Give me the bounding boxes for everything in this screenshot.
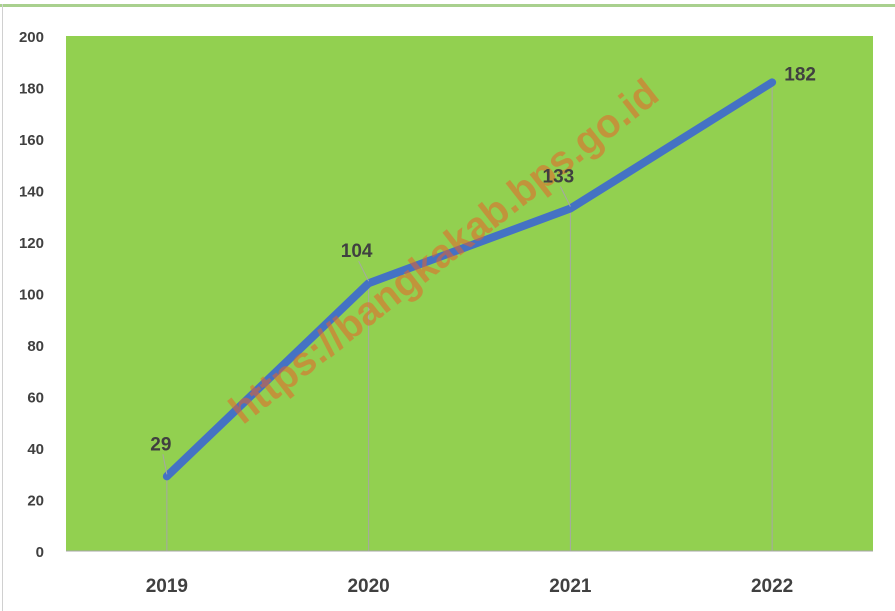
x-tick-label: 2020 <box>347 576 389 597</box>
x-tick-label: 2021 <box>549 576 592 597</box>
y-tick-label: 200 <box>19 29 44 46</box>
data-label-leader <box>162 454 168 475</box>
plot-area <box>66 36 873 551</box>
y-tick-label: 20 <box>27 493 44 510</box>
y-tick-label: 40 <box>27 441 44 458</box>
data-label: 29 <box>150 434 171 455</box>
data-label: 104 <box>341 241 373 262</box>
y-tick-label: 120 <box>19 235 44 252</box>
data-label: 133 <box>543 167 575 188</box>
top-border <box>0 4 895 7</box>
y-tick-label: 100 <box>19 287 44 304</box>
data-label: 182 <box>784 64 816 85</box>
y-tick-label: 60 <box>27 390 44 407</box>
y-tick-label: 140 <box>19 184 44 201</box>
y-tick-label: 180 <box>19 81 44 98</box>
series-line <box>162 78 777 481</box>
x-tick-label: 2022 <box>751 576 793 597</box>
data-label-leader <box>358 260 370 282</box>
y-tick-label: 160 <box>19 132 44 149</box>
data-label-leader <box>559 186 571 207</box>
y-tick-label: 0 <box>36 544 44 561</box>
y-tick-label: 80 <box>27 338 44 355</box>
x-tick-label: 2019 <box>146 576 188 597</box>
left-border <box>2 4 3 611</box>
